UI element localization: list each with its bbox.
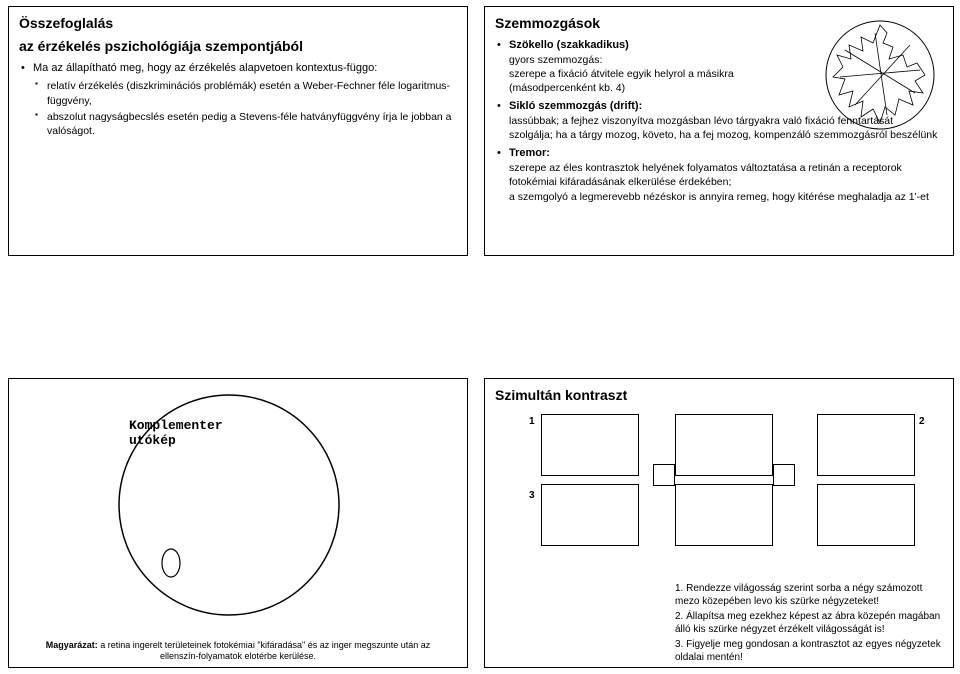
sim-small-overlap-left <box>653 464 675 486</box>
sim-t3: 3. Figyelje meg gondosan a kontrasztot a… <box>675 638 943 665</box>
afterimage-label-1: Komplementer <box>129 419 223 434</box>
sim-sq-3 <box>541 484 639 546</box>
eye-b1: Szökello (szakkadikus) gyors szemmozgás:… <box>509 38 800 95</box>
sim-t1: 1. Rendezze világosság szerint sorba a n… <box>675 582 943 609</box>
eye-b3-l2: a szemgolyó a legmerevebb nézéskor is an… <box>509 190 939 204</box>
panel-afterimage: Komplementer utókép Magyarázat: a retina… <box>8 378 468 668</box>
summary-lead: Ma az állapítható meg, hogy az érzékelés… <box>33 61 457 76</box>
eye-b1-txt: szerepe a fixáció átvitele egyik helyrol… <box>509 67 800 95</box>
sim-small-overlap-right <box>773 464 795 486</box>
summary-sub-1: relatív érzékelés (diszkriminációs probl… <box>47 79 457 107</box>
eye-b3-head: Tremor: <box>509 147 550 159</box>
summary-title-1: Összefoglalás <box>19 15 457 32</box>
sim-sq-2 <box>817 414 915 476</box>
eye-b2-txt: lassúbbak; a fejhez viszonyítva mozgásba… <box>509 114 939 142</box>
sim-sq-center-top <box>675 414 773 476</box>
eye-b3: Tremor: szerepe az éles kontrasztok hely… <box>509 146 939 203</box>
afterimage-note-body: a retina ingerelt területeinek fotokémia… <box>98 640 431 662</box>
summary-sub-2: abszolut nagyságbecslés esetén pedig a S… <box>47 110 457 138</box>
afterimage-note-head: Magyarázat: <box>46 640 98 650</box>
eye-b1-sub: gyors szemmozgás: <box>509 53 800 67</box>
panel-eye-movements: Szemmozgások Szökello (szakkadikus) gyor… <box>484 6 954 256</box>
sim-num-3: 3 <box>529 490 535 501</box>
sim-num-1: 1 <box>529 416 535 427</box>
summary-title-2: az érzékelés pszichológiája szempontjábó… <box>19 38 457 55</box>
sim-sq-1 <box>541 414 639 476</box>
sim-instructions: 1. Rendezze világosság szerint sorba a n… <box>675 582 943 665</box>
sim-num-2: 2 <box>919 416 925 427</box>
eye-b3-l1: szerepe az éles kontrasztok helyének fol… <box>509 161 939 189</box>
eye-b2: Sikló szemmozgás (drift): lassúbbak; a f… <box>509 99 939 142</box>
panel-simultaneous-contrast: Szimultán kontraszt 1 2 3 1. Rendezze vi… <box>484 378 954 668</box>
afterimage-label-2: utókép <box>129 434 223 449</box>
sim-figure: 1 2 3 <box>495 410 943 550</box>
eye-b2-head: Sikló szemmozgás (drift): <box>509 100 642 112</box>
sim-sq-4 <box>817 484 915 546</box>
afterimage-note: Magyarázat: a retina ingerelt területein… <box>27 640 448 663</box>
sim-t2: 2. Állapítsa meg ezekhez képest az ábra … <box>675 610 943 637</box>
sim-sq-center-bottom <box>675 484 773 546</box>
eye-b1-head: Szökello (szakkadikus) <box>509 39 629 51</box>
panel-summary: Összefoglalás az érzékelés pszichológiáj… <box>8 6 468 256</box>
sim-title: Szimultán kontraszt <box>495 387 943 404</box>
